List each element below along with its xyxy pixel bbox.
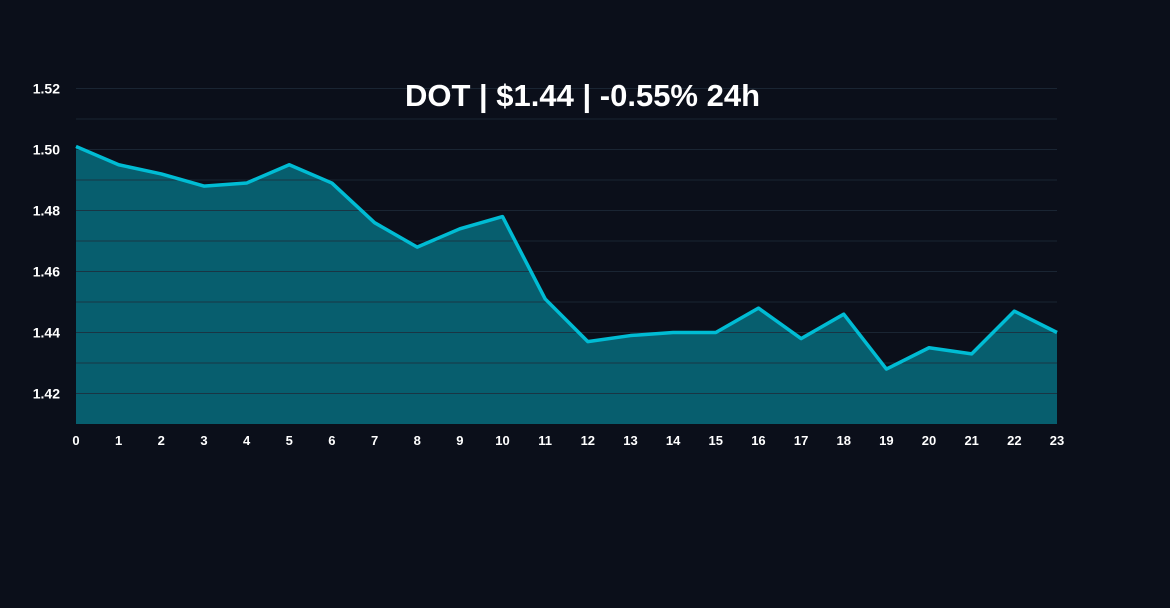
x-tick-label: 2 <box>158 433 165 448</box>
chart-title: DOT | $1.44 | -0.55% 24h <box>404 78 761 113</box>
x-tick-label: 9 <box>456 433 463 448</box>
x-tick-label: 5 <box>286 433 293 448</box>
x-tick-label: 3 <box>200 433 207 448</box>
y-tick-label: 1.46 <box>33 264 60 280</box>
x-tick-label: 14 <box>666 433 681 448</box>
x-tick-label: 18 <box>837 433 851 448</box>
price-line <box>75 144 1058 371</box>
x-tick-label: 15 <box>709 433 723 448</box>
area-fill <box>76 146 1057 424</box>
x-tick-label: 12 <box>581 433 595 448</box>
x-tick-label: 7 <box>371 433 378 448</box>
x-tick-label: 0 <box>72 433 79 448</box>
x-tick-label: 19 <box>879 433 893 448</box>
y-tick-label: 1.52 <box>33 81 60 97</box>
x-tick-label: 17 <box>794 433 808 448</box>
x-tick-label: 1 <box>115 433 122 448</box>
x-tick-label: 21 <box>964 433 978 448</box>
x-tick-label: 13 <box>623 433 637 448</box>
x-tick-label: 22 <box>1007 433 1021 448</box>
x-tick-label: 8 <box>414 433 421 448</box>
x-tick-label: 20 <box>922 433 936 448</box>
y-tick-label: 1.44 <box>33 325 60 341</box>
x-tick-label: 10 <box>495 433 509 448</box>
y-tick-label: 1.50 <box>33 142 60 158</box>
x-tick-label: 23 <box>1050 433 1064 448</box>
x-tick-label: 11 <box>538 433 552 448</box>
x-tick-label: 4 <box>243 433 251 448</box>
x-tick-label: 16 <box>751 433 765 448</box>
y-tick-label: 1.48 <box>33 203 60 219</box>
y-tick-label: 1.42 <box>33 386 60 402</box>
x-tick-label: 6 <box>328 433 335 448</box>
